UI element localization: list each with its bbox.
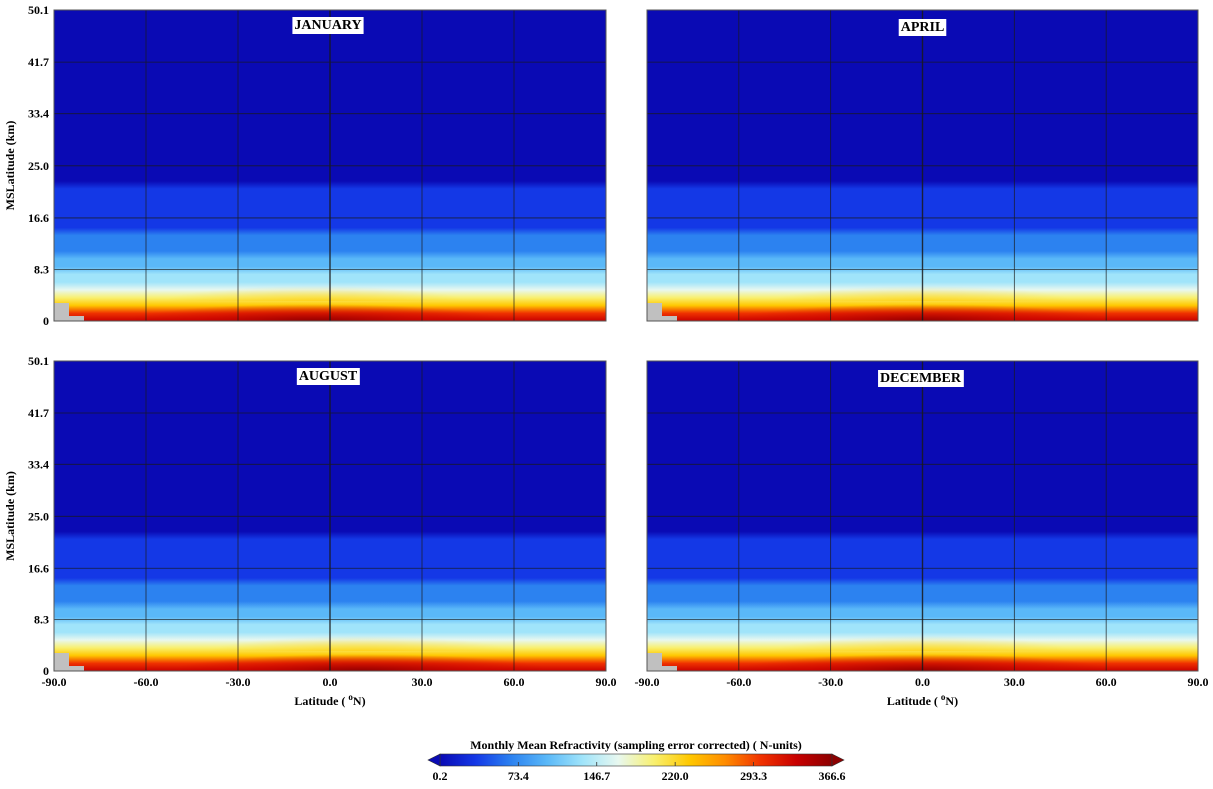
x-tick-label: -30.0 (818, 675, 843, 689)
panel-title-box (898, 19, 947, 36)
y-tick-label: 33.4 (28, 457, 49, 471)
plot-frame (53, 9, 607, 322)
equatorial-lift (210, 621, 511, 651)
colorbar-title: Monthly Mean Refractivity (sampling erro… (470, 738, 802, 752)
colorbar-tick-label: 0.2 (433, 769, 448, 783)
plot-frame (53, 360, 607, 672)
y-tick-label: 16.6 (28, 561, 49, 575)
panel-title-box (292, 17, 364, 34)
x-tick-label: -60.0 (134, 675, 159, 689)
y-tick-label: 25.0 (28, 159, 49, 173)
panel-2: APRIL (646, 9, 1199, 322)
missing-data-patch (647, 653, 677, 671)
x-tick-label: 90.0 (1188, 675, 1209, 689)
y-tick-label: 0 (43, 314, 49, 328)
y-axis-title: MSLatitude (km) (3, 471, 17, 561)
y-tick-label: 33.4 (28, 107, 49, 121)
x-tick-label: 60.0 (504, 675, 525, 689)
missing-data-patch (647, 303, 677, 321)
panel-title-box (878, 370, 964, 387)
plot-frame (646, 360, 1199, 672)
x-tick-label: -60.0 (726, 675, 751, 689)
y-tick-label: 0 (43, 664, 49, 678)
colorbar-max-arrow (831, 753, 845, 767)
x-tick-label: -90.0 (42, 675, 67, 689)
y-tick-label: 41.7 (28, 406, 49, 420)
equatorial-lift (164, 271, 465, 301)
x-axis-title: Latitude ( oN) (294, 692, 365, 708)
panel-title: AUGUST (299, 369, 358, 384)
colorbar-tick-label: 146.7 (583, 769, 610, 783)
x-tick-label: 0.0 (915, 675, 930, 689)
colorbar: Monthly Mean Refractivity (sampling erro… (427, 738, 846, 783)
x-tick-label: 60.0 (1096, 675, 1117, 689)
y-tick-label: 8.3 (34, 613, 49, 627)
colorbar-tick-label: 73.4 (508, 769, 529, 783)
x-tick-label: 90.0 (596, 675, 617, 689)
y-tick-label: 41.7 (28, 55, 49, 69)
panel-title: JANUARY (294, 18, 361, 33)
x-tick-label: 0.0 (323, 675, 338, 689)
colorbar-tick-label: 293.3 (740, 769, 767, 783)
y-tick-label: 50.1 (28, 354, 49, 368)
panel-4: DECEMBER -90.0 -60.0 -30.0 0.0 30.0 60.0 90.0 La… (635, 360, 1209, 708)
colorbar-tick-label: 220.0 (662, 769, 689, 783)
panel-3: AUGUST 50.1 41.7 33.4 25.0 16.6 8.3 0 MSLatitude… (3, 354, 617, 708)
y-tick-label: 25.0 (28, 509, 49, 523)
panel-title: APRIL (901, 20, 945, 35)
y-tick-label: 16.6 (28, 211, 49, 225)
panel-1: JANUARY 50.1 41.7 33.4 25.0 16.6 8.3 0 MSLatitud… (3, 3, 607, 328)
missing-data-patch (54, 303, 84, 321)
x-tick-label: 30.0 (1004, 675, 1025, 689)
panel-title: DECEMBER (880, 371, 962, 386)
colorbar-tick-label: 366.6 (819, 769, 846, 783)
x-axis-title: Latitude ( oN) (887, 692, 958, 708)
panel-title-box (296, 368, 360, 385)
plot-frame (646, 9, 1199, 322)
x-tick-label: -30.0 (226, 675, 251, 689)
x-tick-label: -90.0 (635, 675, 660, 689)
x-tick-label: 30.0 (412, 675, 433, 689)
colorbar-gradient (439, 753, 833, 767)
y-tick-label: 8.3 (34, 262, 49, 276)
colorbar-min-arrow (427, 753, 441, 767)
y-axis-title: MSLatitude (km) (3, 121, 17, 211)
missing-data-patch (54, 653, 84, 671)
y-tick-label: 50.1 (28, 3, 49, 17)
